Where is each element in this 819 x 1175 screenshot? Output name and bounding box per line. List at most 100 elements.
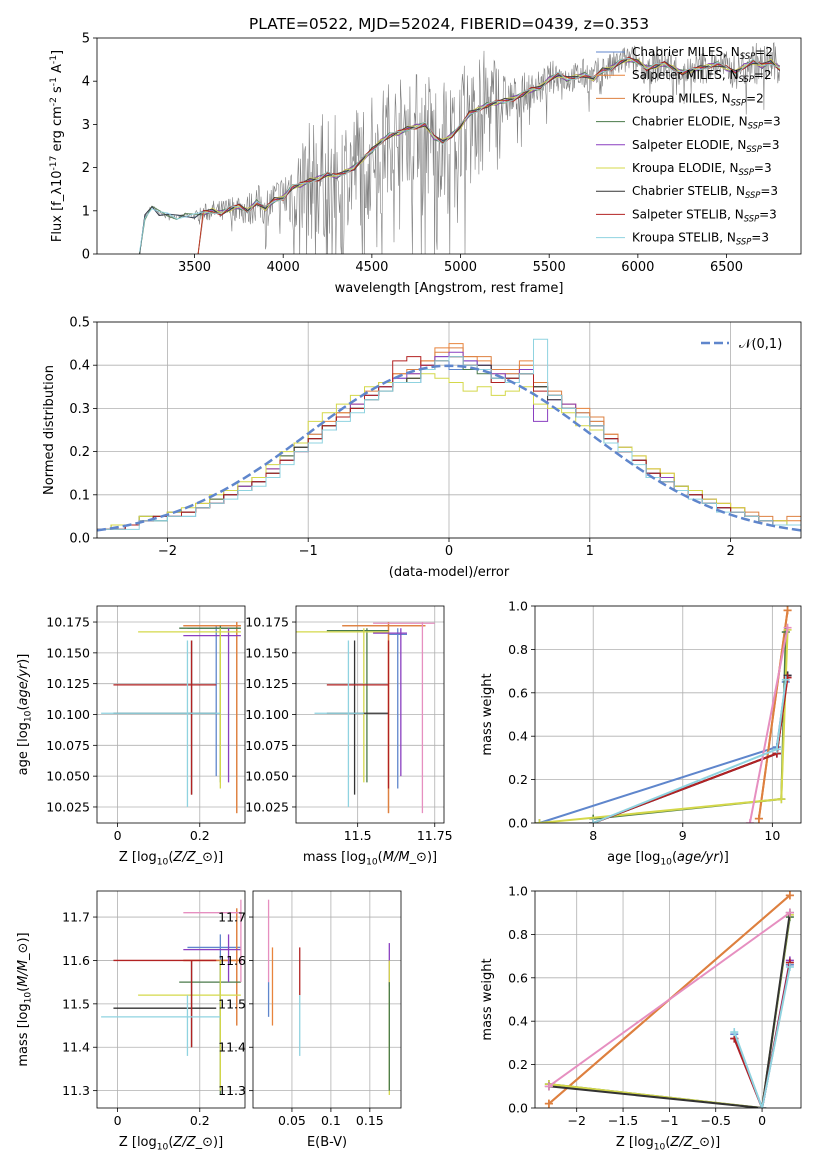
y-tick-label: 4 [82, 75, 90, 90]
label-fragment: M/M_⊙ [16, 943, 31, 987]
x-axis-label: (data-model)/error [389, 565, 510, 580]
legend: 𝒩(0,1) [701, 337, 782, 352]
weight-line [548, 912, 791, 1108]
label-fragment: -17 [49, 155, 59, 170]
x-tick-label: 0.1 [321, 1113, 341, 1128]
x-axis-label: Z [log10​(Z/Z_⊙)] [119, 850, 223, 867]
model-line [139, 57, 780, 252]
plot-area [535, 606, 792, 823]
label-fragment: 𝒩(0,1) [739, 337, 782, 352]
y-tick-label: 0.0 [508, 1101, 528, 1116]
x-tick-label: 9 [679, 828, 687, 843]
x-tick-label: 8 [589, 828, 597, 843]
legend-label: Salpeter MILES, NSSP​=2 [632, 68, 772, 84]
x-tick-label: 5000 [444, 260, 477, 275]
label-fragment: E(B-V) [307, 1135, 347, 1150]
gaussian-curve [97, 364, 801, 532]
x-tick-label: 0.05 [278, 1113, 306, 1128]
label-fragment: )] [719, 850, 729, 865]
label-fragment: Z [log [616, 1135, 654, 1150]
y-tick-label: 1.0 [508, 599, 528, 614]
y-tick-label: 11.7 [62, 910, 90, 925]
x-tick-label: 0.2 [190, 828, 210, 843]
label-fragment: SSP [739, 74, 755, 84]
label-fragment: Flux [f [50, 201, 65, 242]
label-fragment: Chabrier STELIB, N [632, 184, 745, 198]
label-fragment: -1 [49, 77, 59, 86]
x-axis-label: wavelength [Angstrom, rest frame] [335, 281, 564, 296]
y-tick-label: 10.125 [245, 676, 289, 691]
x-tick-label: 6000 [621, 260, 654, 275]
label-fragment: ( [665, 1135, 670, 1150]
y-tick-label: 0.4 [508, 729, 528, 744]
y-tick-label: 11.5 [218, 996, 246, 1011]
y-axis-label: mass [log10​(M/M_⊙)] [16, 932, 33, 1066]
plot-area [97, 338, 801, 532]
label-fragment: age/yr [16, 662, 31, 705]
legend-label: Kroupa STELIB, NSSP​=3 [632, 231, 769, 247]
y-axis-label: age [log10​(age/yr)] [16, 654, 33, 776]
y-tick-label: 11.3 [62, 1083, 90, 1098]
panel-weights-vs-Z: −2 −1.5 −1 −0.5 0 0.0 0.2 0.4 0.6 0.8 1.0 Z [log10​… [480, 884, 802, 1152]
x-tick-label: 1 [586, 544, 594, 559]
panel-spectrum: Chabrier MILES, NSSP​=2 Salpeter MILES, N… [49, 15, 802, 296]
label-fragment: mass [log [16, 1003, 31, 1066]
model-line [197, 56, 780, 254]
label-fragment: Z [log [119, 850, 157, 865]
y-tick-label: 10.050 [245, 769, 289, 784]
label-fragment: 10 [660, 857, 672, 867]
label-fragment: 10 [654, 1142, 666, 1152]
y-tick-label: 0.3 [69, 402, 90, 417]
x-tick-label: 0 [114, 828, 122, 843]
label-fragment: mass weight [480, 673, 495, 755]
x-tick-label: 2 [726, 544, 734, 559]
x-axis-label: age [log10​(age/yr)] [607, 850, 729, 867]
label-fragment: (data-model)/error [389, 565, 510, 580]
data-spectrum-line [139, 42, 780, 254]
y-tick-label: 10.100 [46, 707, 90, 722]
y-axis-label: Normed distribution [42, 365, 57, 495]
chart-title: PLATE=0522, MJD=52024, FIBERID=0439, z=0… [249, 15, 649, 33]
axes-frame [534, 890, 802, 1109]
panel-mass-vs-ebv: 0.05 0.1 0.15 11.3 11.4 11.5 11.6 11.7 E(B-V) [218, 890, 402, 1150]
y-tick-label: 5 [82, 32, 90, 47]
axes-frame [252, 890, 402, 1109]
label-fragment: =2 [755, 45, 773, 59]
label-fragment: Kroupa STELIB, N [632, 231, 736, 245]
y-tick-label: 0.0 [69, 532, 90, 547]
plot-area [139, 42, 781, 254]
plot-area [101, 622, 241, 814]
label-fragment: A [50, 64, 65, 77]
legend-label: Kroupa ELODIE, NSSP​=3 [632, 161, 772, 177]
y-tick-label: 11.7 [218, 910, 246, 925]
x-tick-label: 3500 [178, 260, 211, 275]
label-fragment: Kroupa MILES, N [632, 91, 731, 105]
y-tick-label: 0.6 [508, 970, 528, 985]
x-tick-label: −1 [660, 1113, 678, 1128]
y-tick-label: 0.8 [508, 927, 528, 942]
panel-mass-vs-Z: 0 0.2 11.3 11.4 11.5 11.6 11.7 Z [log10​(Z/Z_⊙)… [16, 890, 246, 1152]
weight-line [733, 966, 791, 1108]
label-fragment: SSP [745, 190, 761, 200]
label-fragment: 10 [157, 857, 169, 867]
y-tick-label: 10.050 [46, 769, 90, 784]
y-tick-label: 1 [82, 204, 90, 219]
y-tick-label: 11.5 [62, 996, 90, 1011]
y-tick-label: 11.3 [218, 1083, 246, 1098]
x-tick-label: 11.5 [344, 828, 372, 843]
x-tick-label: 0.2 [190, 1113, 210, 1128]
y-tick-label: 10.075 [245, 738, 289, 753]
weight-line [748, 627, 789, 823]
model-line [197, 56, 780, 254]
x-tick-label: 11.75 [417, 828, 453, 843]
y-tick-label: 0.2 [508, 772, 528, 787]
legend-label: 𝒩(0,1) [739, 337, 782, 352]
label-fragment: age [log [607, 850, 660, 865]
label-fragment: SSP [736, 237, 752, 247]
y-tick-label: 0.2 [508, 1057, 528, 1072]
y-tick-label: 11.4 [218, 1040, 246, 1055]
label-fragment: SSP [731, 97, 747, 107]
legend-label: Chabrier ELODIE, NSSP​=3 [632, 115, 781, 131]
y-tick-label: 11.4 [62, 1040, 90, 1055]
